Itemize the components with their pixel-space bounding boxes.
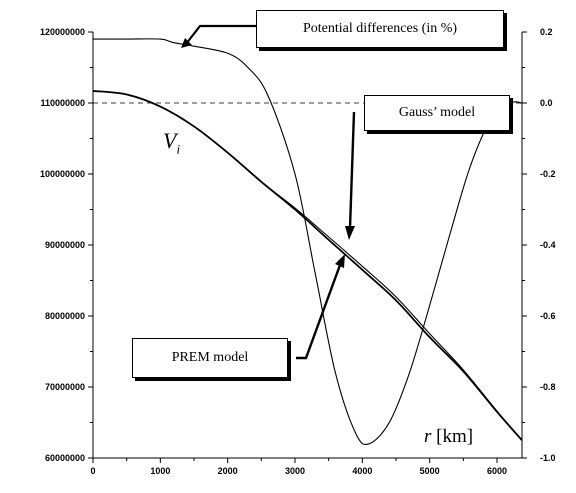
x-tick-label: 6000 [487, 466, 507, 476]
y-right-tick-label: -0.8 [540, 382, 556, 392]
x-tick-label: 3000 [285, 466, 305, 476]
y-right-tick-label: 0.0 [540, 98, 553, 108]
y-left-tick-label: 100000000 [40, 169, 85, 179]
y-left-tick-label: 90000000 [45, 240, 85, 250]
series-prem-model [92, 90, 523, 441]
gauss-model-label: Gauss’ model [364, 95, 510, 131]
vi-label: Vi [163, 128, 180, 157]
gauss-arrowhead [345, 226, 355, 240]
x-tick-label: 0 [90, 466, 95, 476]
y-left-tick-label: 120000000 [40, 27, 85, 37]
y-left-tick-label: 60000000 [45, 453, 85, 463]
y-right-tick-label: -0.6 [540, 311, 556, 321]
callout-arrows [181, 24, 356, 360]
y-right-tick-label: -0.4 [540, 240, 556, 250]
x-axis-var: r [424, 426, 432, 447]
y-right-tick-label: -0.2 [540, 169, 556, 179]
potential-arrowhead [181, 38, 192, 48]
prem-model-label: PREM model [132, 338, 288, 378]
x-tick-label: 4000 [352, 466, 372, 476]
potential-arrow-line [185, 24, 256, 45]
prem-arrowhead [335, 254, 345, 268]
gauss-arrow-line [348, 111, 356, 229]
x-tick-label: 1000 [150, 466, 170, 476]
y-right-tick-label: 0.2 [540, 27, 553, 37]
ticks: 0 1000 2000 3000 4000 5000 6000 60000000 7000000… [40, 27, 556, 476]
vi-main: V [163, 128, 177, 153]
potential-differences-label: Potential differences (in %) [256, 10, 504, 48]
x-axis-unit: [km] [436, 426, 474, 447]
x-axis-title: r [km] [424, 426, 473, 448]
prem-arrow-line [296, 264, 342, 360]
x-tick-label: 2000 [218, 466, 238, 476]
x-tick-label: 5000 [420, 466, 440, 476]
y-left-tick-label: 70000000 [45, 382, 85, 392]
y-left-tick-label: 110000000 [40, 98, 85, 108]
series-gauss-model [92, 90, 523, 441]
y-right-tick-label: -1.0 [540, 453, 556, 463]
vi-subscript: i [176, 141, 181, 157]
y-left-tick-label: 80000000 [45, 311, 85, 321]
